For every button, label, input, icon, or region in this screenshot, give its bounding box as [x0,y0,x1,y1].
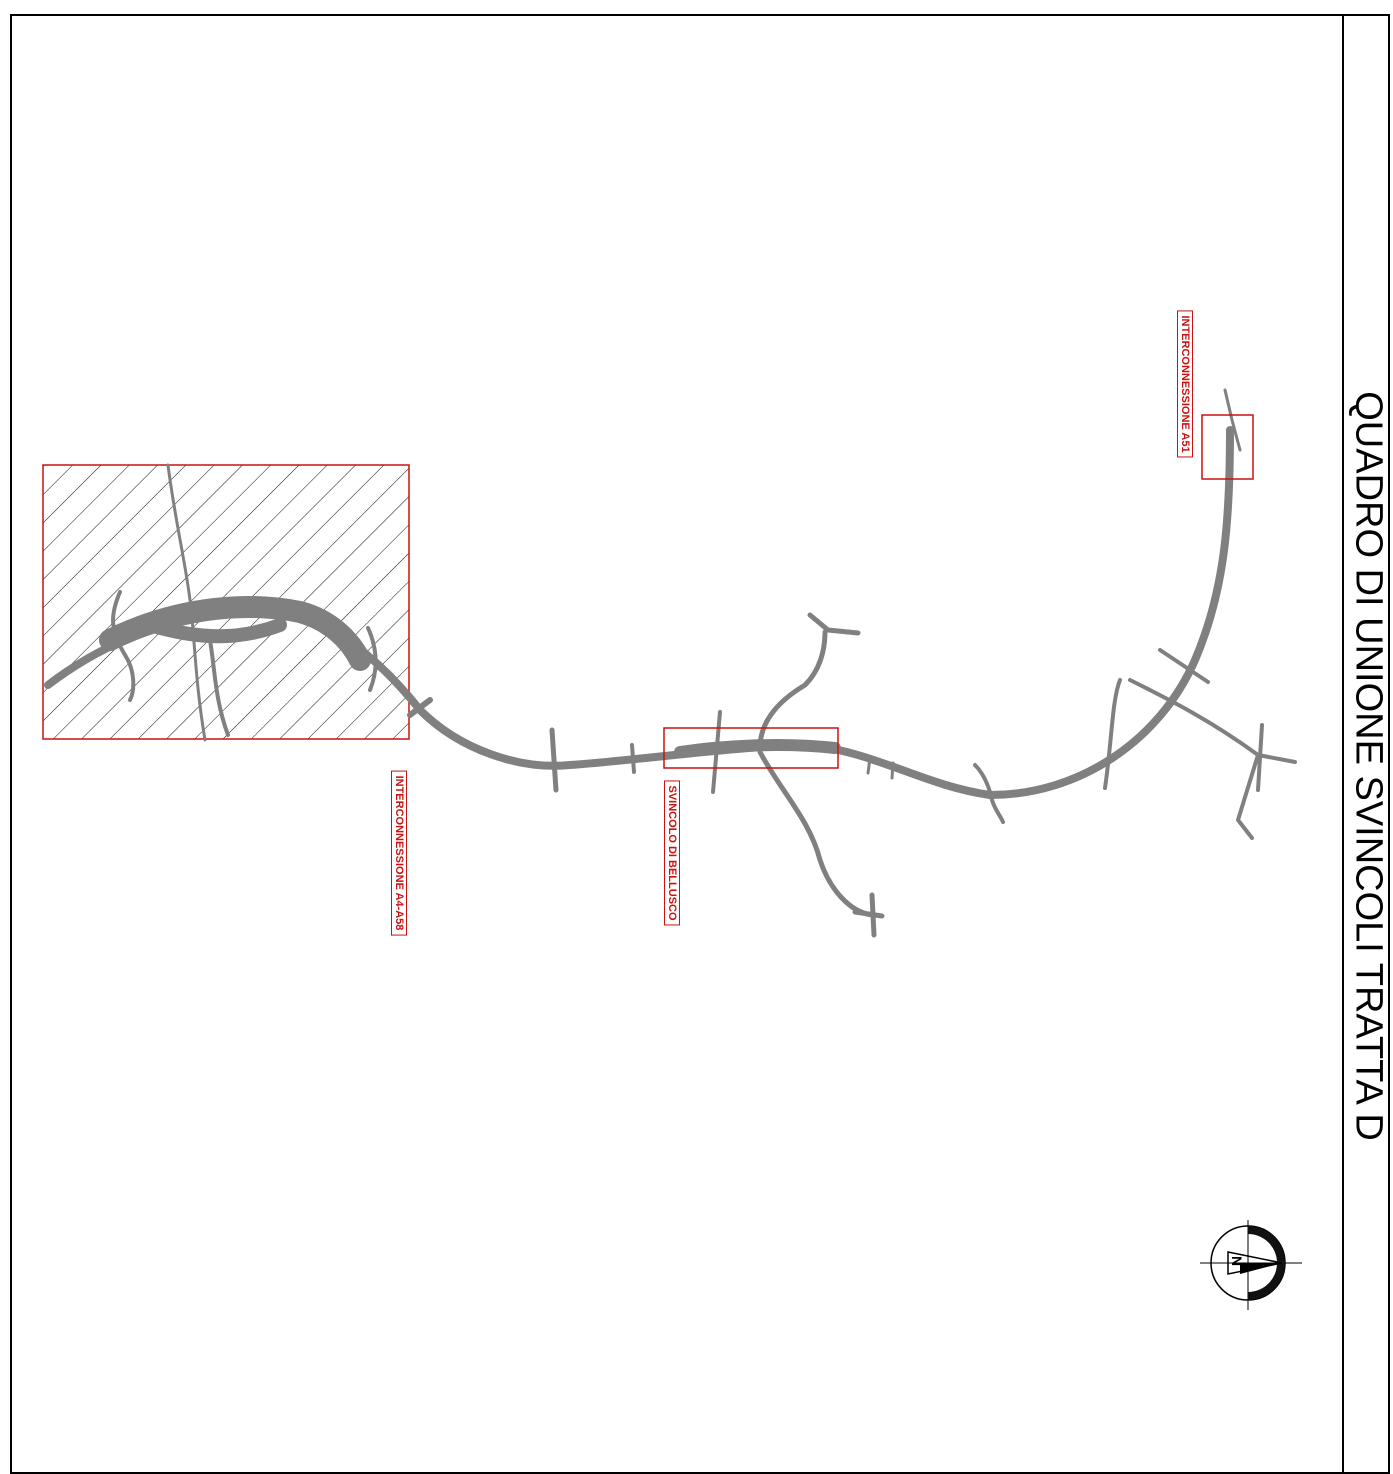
crossing-road-a4-center [208,638,230,737]
title-strip-divider [1342,14,1344,1474]
a51-spur [1223,388,1242,452]
north-arrow-icon [1200,1220,1302,1310]
label-svincolo-bellusco: SVINCOLO DI BELLUSCO [664,780,680,926]
bellusco-carriageway [674,739,841,758]
a4-a58-junction-branch [143,618,287,644]
overpass-5 [866,756,872,775]
bellusco-south-road [757,749,885,938]
crossing-road-a4-west [111,590,136,702]
box-interconnessione-a51 [1201,414,1254,480]
motorway-alignment [44,388,1297,938]
crossing-road-east-1 [973,763,1005,824]
label-interconnessione-a51: INTERCONNESSIONE A51 [1177,310,1193,458]
label-interconnessione-a4-a58: INTERCONNESSIONE A4-A58 [391,770,407,936]
overpass-2 [549,727,559,793]
overpass-6 [890,761,895,780]
overpass-4 [711,710,722,794]
crossing-road-a4-east [366,626,378,692]
overpass-7 [1158,648,1210,684]
box-svincolo-bellusco [663,727,839,769]
overpass-1 [407,697,433,718]
a51-link-road [1128,678,1297,840]
overpass-3 [630,743,636,774]
north-letter: N [1229,1255,1246,1267]
crossing-road-east-2 [1103,678,1122,790]
crossing-road-a4-north [166,463,207,742]
